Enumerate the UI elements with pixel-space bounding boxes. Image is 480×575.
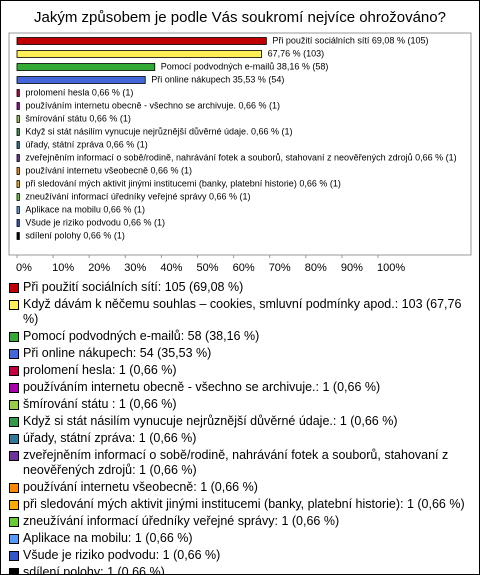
legend-item: zneužívání informací úředníky veřejné sp… bbox=[9, 514, 471, 529]
bar bbox=[16, 63, 156, 71]
bar-label: Pomocí podvodných e-mailů 38,16 % (58) bbox=[161, 61, 329, 71]
legend-label: prolomení hesla: 1 (0,66 %) bbox=[23, 363, 177, 377]
bar bbox=[16, 128, 20, 136]
legend-label: Při online nákupech: 54 (35,53 %) bbox=[23, 346, 212, 360]
x-tick-label: 90% bbox=[341, 262, 363, 274]
x-tick-label: 10% bbox=[52, 262, 74, 274]
legend-item: Při online nákupech: 54 (35,53 %) bbox=[9, 346, 471, 361]
chart-title: Jakým způsobem je podle Vás soukromí nej… bbox=[34, 9, 446, 26]
bar bbox=[16, 193, 20, 201]
legend-item: Když si stát násilím vynucuje nejrůznějš… bbox=[9, 414, 471, 429]
legend-item: používání internetu všeobecně: 1 (0,66 %… bbox=[9, 480, 471, 495]
legend-item: Všude je riziko podvodu: 1 (0,66 %) bbox=[9, 548, 471, 563]
legend-item: sdílení polohy: 1 (0,66 %) bbox=[9, 565, 471, 575]
legend-item: šmírování státu : 1 (0,66 %) bbox=[9, 397, 471, 412]
bar-label: sdílení polohy 0,66 % (1) bbox=[25, 230, 125, 240]
bar-label: používáním internetu obecně - všechno se… bbox=[25, 100, 280, 110]
x-tick-label: 70% bbox=[269, 262, 291, 274]
bar-label: Všude je riziko podvodu 0,66 % (1) bbox=[25, 217, 165, 227]
x-tick-label: 50% bbox=[197, 262, 219, 274]
legend-item: Pomocí podvodných e-mailů: 58 (38,16 %) bbox=[9, 329, 471, 344]
bar bbox=[16, 232, 20, 240]
legend-swatch bbox=[9, 517, 19, 527]
legend-swatch bbox=[9, 568, 19, 574]
legend-item: Když dávám k něčemu souhlas – cookies, s… bbox=[9, 297, 471, 327]
legend-swatch bbox=[9, 400, 19, 410]
legend-swatch bbox=[9, 483, 19, 493]
bar-label: šmírování státu 0,66 % (1) bbox=[25, 113, 131, 123]
bar-label: Při použití sociálních sítí 69,08 % (105… bbox=[272, 35, 428, 45]
chart: Jakým způsobem je podle Vás soukromí nej… bbox=[8, 9, 472, 274]
x-tick-label: 60% bbox=[233, 262, 255, 274]
bar bbox=[16, 180, 20, 188]
x-tick-label: 0% bbox=[16, 262, 32, 274]
legend-swatch bbox=[9, 451, 19, 461]
legend-item: Při použití sociálních sítí: 105 (69,08 … bbox=[9, 280, 471, 295]
bar-label: Když si stát násilím vynucuje nejrůznějš… bbox=[25, 126, 292, 136]
legend-label: Při použití sociálních sítí: 105 (69,08 … bbox=[23, 280, 244, 294]
legend-label: používání internetu všeobecně: 1 (0,66 %… bbox=[23, 480, 258, 494]
bar-label: zneužívání informací úředníky veřejné sp… bbox=[25, 191, 250, 201]
legend-label: Všude je riziko podvodu: 1 (0,66 %) bbox=[23, 548, 221, 562]
bar bbox=[16, 141, 20, 149]
legend-label: zveřejněním informací o sobě/rodině, nah… bbox=[23, 448, 449, 477]
legend-label: sdílení polohy: 1 (0,66 %) bbox=[23, 565, 165, 575]
legend-label: Aplikace na mobilu: 1 (0,66 %) bbox=[23, 531, 193, 545]
legend-swatch bbox=[9, 500, 19, 510]
legend-swatch bbox=[9, 551, 19, 561]
bar-label: Při online nákupech 35,53 % (54) bbox=[151, 74, 284, 84]
legend-label: zneužívání informací úředníky veřejné sp… bbox=[23, 514, 340, 528]
bar bbox=[16, 102, 20, 110]
x-tick-label: 30% bbox=[124, 262, 146, 274]
legend-label: používáním internetu obecně - všechno se… bbox=[23, 380, 381, 394]
legend-swatch bbox=[9, 383, 19, 393]
legend-swatch bbox=[9, 534, 19, 544]
legend-swatch bbox=[9, 283, 19, 293]
bar bbox=[16, 167, 20, 175]
bar bbox=[16, 219, 20, 227]
legend-label: úřady, státní zpráva: 1 (0,66 %) bbox=[23, 431, 197, 445]
legend-label: při sledování mých aktivit jinými instit… bbox=[23, 497, 465, 511]
legend: Při použití sociálních sítí: 105 (69,08 … bbox=[9, 280, 471, 575]
legend-swatch bbox=[9, 349, 19, 359]
bar bbox=[16, 76, 146, 84]
legend-item: zveřejněním informací o sobě/rodině, nah… bbox=[9, 448, 471, 478]
bar-label: prolomení hesla 0,66 % (1) bbox=[25, 87, 133, 97]
bar-label: 67,76 % (103) bbox=[268, 48, 325, 58]
legend-swatch bbox=[9, 434, 19, 444]
legend-label: Když si stát násilím vynucuje nejrůznějš… bbox=[23, 414, 398, 428]
bar-label: Aplikace na mobilu 0,66 % (1) bbox=[25, 204, 145, 214]
plot-frame bbox=[8, 32, 472, 256]
bar bbox=[16, 50, 263, 58]
bar-label: používání internetu všeobecně 0,66 % (1) bbox=[25, 165, 192, 175]
legend-item: při sledování mých aktivit jinými instit… bbox=[9, 497, 471, 512]
legend-item: prolomení hesla: 1 (0,66 %) bbox=[9, 363, 471, 378]
bar bbox=[16, 89, 20, 97]
bar-label: zveřejněním informací o sobě/rodině, nah… bbox=[25, 152, 456, 162]
bar bbox=[16, 115, 20, 123]
bar-label: úřady, státní zpráva 0,66 % (1) bbox=[25, 139, 147, 149]
x-tick-label: 100% bbox=[377, 262, 405, 274]
legend-swatch bbox=[9, 332, 19, 342]
bar bbox=[16, 154, 20, 162]
bar-label: při sledování mých aktivit jinými instit… bbox=[25, 178, 340, 188]
x-tick-label: 20% bbox=[88, 262, 110, 274]
bar bbox=[16, 206, 20, 214]
legend-item: úřady, státní zpráva: 1 (0,66 %) bbox=[9, 431, 471, 446]
legend-swatch bbox=[9, 366, 19, 376]
legend-label: šmírování státu : 1 (0,66 %) bbox=[23, 397, 177, 411]
legend-label: Když dávám k něčemu souhlas – cookies, s… bbox=[23, 297, 462, 326]
x-tick-label: 40% bbox=[160, 262, 182, 274]
legend-label: Pomocí podvodných e-mailů: 58 (38,16 %) bbox=[23, 329, 260, 343]
legend-item: Aplikace na mobilu: 1 (0,66 %) bbox=[9, 531, 471, 546]
bar bbox=[16, 37, 267, 45]
legend-swatch bbox=[9, 417, 19, 427]
legend-swatch bbox=[9, 300, 19, 310]
legend-item: používáním internetu obecně - všechno se… bbox=[9, 380, 471, 395]
x-tick-label: 80% bbox=[305, 262, 327, 274]
